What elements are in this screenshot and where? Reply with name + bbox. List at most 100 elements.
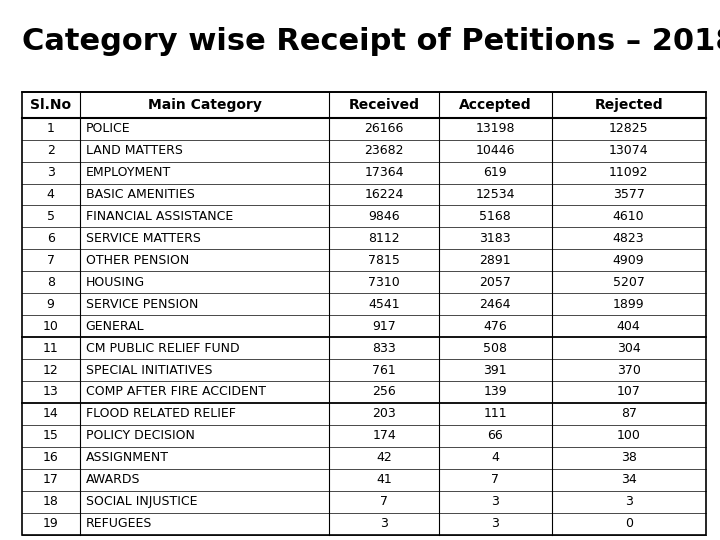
Text: 508: 508	[483, 342, 508, 355]
Text: 4909: 4909	[613, 254, 644, 267]
Text: FINANCIAL ASSISTANCE: FINANCIAL ASSISTANCE	[86, 210, 233, 223]
Text: 7815: 7815	[368, 254, 400, 267]
Text: 833: 833	[372, 342, 396, 355]
Text: 5: 5	[47, 210, 55, 223]
Text: 139: 139	[483, 386, 507, 399]
Text: Received: Received	[348, 98, 420, 112]
Text: 18: 18	[42, 495, 58, 508]
Text: LAND MATTERS: LAND MATTERS	[86, 144, 182, 157]
Text: 3577: 3577	[613, 188, 644, 201]
Text: 13198: 13198	[475, 122, 515, 135]
Text: 404: 404	[617, 320, 641, 333]
Text: OTHER PENSION: OTHER PENSION	[86, 254, 189, 267]
Text: BASIC AMENITIES: BASIC AMENITIES	[86, 188, 194, 201]
Text: 13: 13	[42, 386, 58, 399]
Text: EMPLOYMENT: EMPLOYMENT	[86, 166, 171, 179]
Text: 6: 6	[47, 232, 55, 245]
Text: 2891: 2891	[480, 254, 511, 267]
Text: 370: 370	[617, 363, 641, 376]
Text: 2: 2	[47, 144, 55, 157]
Text: 0: 0	[625, 517, 633, 530]
Text: 3: 3	[380, 517, 388, 530]
Text: SPECIAL INITIATIVES: SPECIAL INITIATIVES	[86, 363, 212, 376]
Text: 4541: 4541	[369, 298, 400, 310]
Text: SOCIAL INJUSTICE: SOCIAL INJUSTICE	[86, 495, 197, 508]
Text: FLOOD RELATED RELIEF: FLOOD RELATED RELIEF	[86, 407, 235, 421]
Text: CM PUBLIC RELIEF FUND: CM PUBLIC RELIEF FUND	[86, 342, 239, 355]
Text: 38: 38	[621, 451, 636, 464]
Text: 14: 14	[42, 407, 58, 421]
Bar	[22, 92, 706, 535]
Text: 391: 391	[483, 363, 507, 376]
Text: 3: 3	[625, 495, 633, 508]
Text: 7: 7	[491, 473, 499, 486]
Text: 476: 476	[483, 320, 507, 333]
Text: 4: 4	[491, 451, 499, 464]
Text: ASSIGNMENT: ASSIGNMENT	[86, 451, 168, 464]
Text: 111: 111	[483, 407, 507, 421]
Text: 1899: 1899	[613, 298, 644, 310]
Text: 4823: 4823	[613, 232, 644, 245]
Text: 13074: 13074	[609, 144, 649, 157]
Text: Main Category: Main Category	[148, 98, 261, 112]
Text: 16: 16	[42, 451, 58, 464]
Text: Category wise Receipt of Petitions – 2018: Category wise Receipt of Petitions – 201…	[22, 27, 720, 56]
Text: Sl.No: Sl.No	[30, 98, 71, 112]
Text: COMP AFTER FIRE ACCIDENT: COMP AFTER FIRE ACCIDENT	[86, 386, 266, 399]
Text: 5207: 5207	[613, 276, 644, 289]
Text: 5168: 5168	[480, 210, 511, 223]
Text: 12: 12	[42, 363, 58, 376]
Text: 1: 1	[47, 122, 55, 135]
Text: REFUGEES: REFUGEES	[86, 517, 152, 530]
Text: 12534: 12534	[475, 188, 515, 201]
Text: 3: 3	[47, 166, 55, 179]
Text: 11092: 11092	[609, 166, 649, 179]
Text: 8112: 8112	[369, 232, 400, 245]
Text: 17: 17	[42, 473, 58, 486]
Text: SERVICE MATTERS: SERVICE MATTERS	[86, 232, 200, 245]
Text: 12825: 12825	[609, 122, 649, 135]
Text: 7310: 7310	[368, 276, 400, 289]
Text: Accepted: Accepted	[459, 98, 531, 112]
Text: POLICY DECISION: POLICY DECISION	[86, 429, 194, 442]
Text: 256: 256	[372, 386, 396, 399]
Text: 917: 917	[372, 320, 396, 333]
Text: 4610: 4610	[613, 210, 644, 223]
Text: 304: 304	[617, 342, 641, 355]
Text: 3: 3	[491, 517, 499, 530]
Text: 15: 15	[42, 429, 58, 442]
Text: 2464: 2464	[480, 298, 511, 310]
Text: 87: 87	[621, 407, 636, 421]
Text: 3183: 3183	[480, 232, 511, 245]
Text: 7: 7	[47, 254, 55, 267]
Text: 19: 19	[42, 517, 58, 530]
Text: 17364: 17364	[364, 166, 404, 179]
Text: Rejected: Rejected	[594, 98, 663, 112]
Text: AWARDS: AWARDS	[86, 473, 140, 486]
Text: 9846: 9846	[369, 210, 400, 223]
Text: 23682: 23682	[364, 144, 404, 157]
Text: 11: 11	[42, 342, 58, 355]
Text: 619: 619	[483, 166, 507, 179]
Text: 8: 8	[47, 276, 55, 289]
Text: 66: 66	[487, 429, 503, 442]
Text: HOUSING: HOUSING	[86, 276, 145, 289]
Text: 100: 100	[617, 429, 641, 442]
Text: 26166: 26166	[364, 122, 404, 135]
Text: 34: 34	[621, 473, 636, 486]
Text: 203: 203	[372, 407, 396, 421]
Text: 761: 761	[372, 363, 396, 376]
Text: 174: 174	[372, 429, 396, 442]
Text: 4: 4	[47, 188, 55, 201]
Text: GENERAL: GENERAL	[86, 320, 144, 333]
Text: 7: 7	[380, 495, 388, 508]
Text: 42: 42	[377, 451, 392, 464]
Text: SERVICE PENSION: SERVICE PENSION	[86, 298, 198, 310]
Text: 3: 3	[491, 495, 499, 508]
Text: POLICE: POLICE	[86, 122, 130, 135]
Text: 107: 107	[617, 386, 641, 399]
Text: 2057: 2057	[480, 276, 511, 289]
Text: 10446: 10446	[475, 144, 515, 157]
Text: 9: 9	[47, 298, 55, 310]
Text: 16224: 16224	[364, 188, 404, 201]
